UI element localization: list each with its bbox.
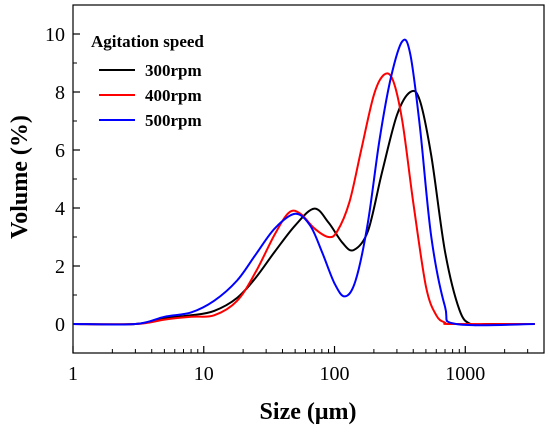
y-tick-label: 0 [55, 314, 65, 336]
y-tick-label: 8 [55, 82, 65, 104]
x-axis: 1 10 100 1000 [68, 346, 545, 385]
y-tick-label: 2 [55, 256, 65, 278]
y-tick-label: 10 [45, 24, 65, 46]
series-line-500rpm [72, 38, 535, 327]
y-tick-label: 6 [55, 140, 65, 162]
series-line-400rpm [72, 72, 535, 326]
x-axis-title: Size (μm) [260, 399, 357, 425]
x-tick-label: 10 [194, 363, 214, 385]
legend: Agitation speed 300rpm 400rpm 500rpm [91, 32, 204, 130]
legend-label-500rpm: 500rpm [145, 111, 202, 130]
series-line-300rpm [72, 89, 535, 327]
legend-title: Agitation speed [91, 32, 204, 51]
y-tick-label: 4 [55, 198, 65, 220]
x-tick-label: 1000 [445, 363, 485, 385]
x-tick-label: 1 [68, 363, 78, 385]
legend-label-300rpm: 300rpm [145, 61, 202, 80]
y-axis-title: Volume (%) [7, 115, 33, 239]
legend-label-400rpm: 400rpm [145, 86, 202, 105]
series-lines [72, 38, 535, 327]
plot-area-border [72, 4, 545, 354]
plot-frame [72, 4, 545, 354]
x-tick-label: 100 [320, 363, 350, 385]
legend-items: 300rpm 400rpm 500rpm [99, 61, 202, 130]
y-axis: 0 2 4 6 8 10 [45, 4, 80, 354]
